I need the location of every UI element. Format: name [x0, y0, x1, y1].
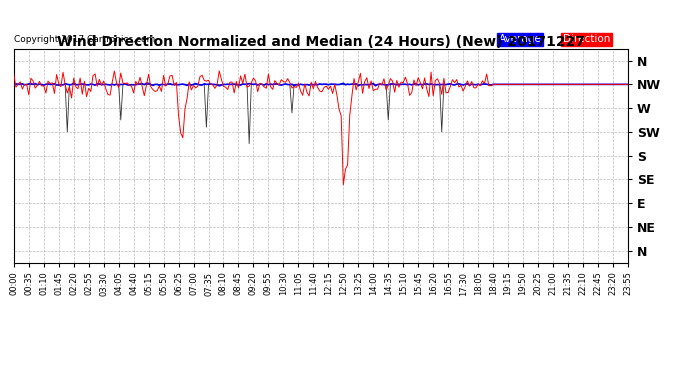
Text: Average: Average — [499, 34, 542, 45]
Title: Wind Direction Normalized and Median (24 Hours) (New) 20171227: Wind Direction Normalized and Median (24… — [57, 35, 585, 49]
Text: Direction: Direction — [563, 34, 610, 45]
Text: Copyright 2017 Cartronics.com: Copyright 2017 Cartronics.com — [14, 36, 155, 45]
